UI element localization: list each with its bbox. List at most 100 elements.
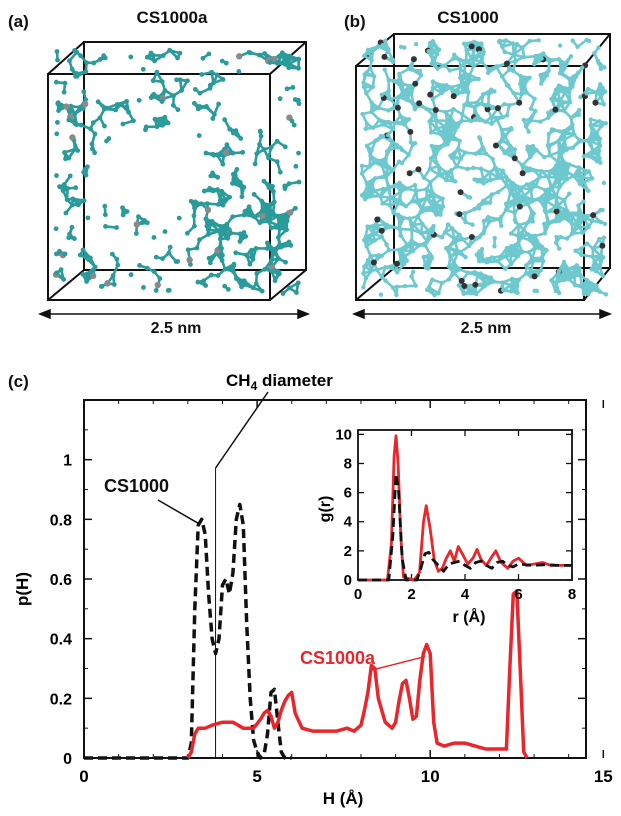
hetero-atom [222, 149, 230, 156]
carbon-atom [489, 88, 495, 93]
carbon-atom [289, 118, 295, 124]
carbon-atom [364, 244, 369, 249]
carbon-atom [495, 189, 501, 195]
series-cs1000a [186, 589, 529, 759]
carbon-atom [479, 59, 485, 65]
carbon-atom [549, 96, 554, 102]
carbon-atom [508, 189, 513, 194]
carbon-atom [428, 156, 434, 161]
carbon-atom [207, 186, 213, 191]
carbon-atom [541, 202, 546, 207]
carbon-atom [476, 76, 481, 82]
carbon-atom [478, 166, 484, 171]
carbon-atom [568, 54, 574, 59]
carbon-atom [101, 106, 107, 112]
carbon-atom [440, 204, 446, 209]
carbon-atom [508, 261, 514, 267]
cs1000-annotation: CS1000 [104, 476, 169, 496]
carbon-atom [371, 159, 377, 165]
carbon-atom [280, 291, 286, 296]
carbon-atom [599, 123, 604, 128]
carbon-atom [359, 193, 365, 198]
carbon-atom [110, 273, 116, 278]
carbon-atom [365, 238, 370, 244]
carbon-atom [238, 136, 244, 141]
carbon-atom [389, 138, 394, 143]
carbon-atom [520, 249, 525, 255]
hetero-atom [592, 99, 599, 106]
carbon-atom [434, 118, 439, 123]
carbon-atom [95, 99, 101, 105]
carbon-atom [486, 91, 491, 97]
carbon-atom [560, 145, 565, 151]
carbon-atom [268, 225, 274, 231]
carbon-atom [154, 69, 160, 75]
carbon-atom [562, 65, 567, 71]
carbon-atom [193, 202, 198, 208]
carbon-atom [151, 91, 157, 97]
carbon-atom [412, 183, 418, 188]
carbon-atom [271, 199, 277, 205]
carbon-atom [282, 186, 288, 192]
carbon-atom [516, 240, 521, 246]
carbon-atom [474, 291, 479, 297]
carbon-atom [589, 176, 595, 181]
carbon-atom [69, 224, 75, 230]
carbon-atom [545, 220, 550, 225]
hetero-atom [133, 221, 141, 228]
carbon-atom [512, 210, 517, 216]
carbon-atom [480, 257, 485, 262]
carbon-atom [195, 279, 201, 285]
carbon-atom [598, 94, 604, 99]
carbon-atom [259, 208, 265, 214]
carbon-atom [596, 45, 601, 50]
carbon-atom [514, 42, 520, 47]
carbon-atom [133, 231, 139, 236]
carbon-atom [269, 269, 275, 274]
carbon-atom [485, 214, 491, 220]
carbon-atom [454, 164, 459, 169]
carbon-atom [276, 242, 282, 248]
carbon-atom [394, 284, 400, 289]
carbon-atom [586, 154, 592, 159]
carbon-atom [385, 166, 390, 171]
carbon-atom [230, 171, 236, 177]
carbon-atom [207, 260, 213, 266]
carbon-atom [553, 288, 558, 294]
panel-c-letter: (c) [8, 372, 29, 391]
carbon-atom [72, 121, 78, 127]
hetero-atom [63, 103, 70, 110]
carbon-atom [246, 204, 252, 210]
hetero-atom [259, 212, 266, 220]
carbon-atom [400, 248, 405, 253]
carbon-atom [500, 115, 505, 120]
carbon-atom [217, 197, 223, 203]
carbon-atom [447, 68, 453, 73]
carbon-atom [555, 216, 561, 221]
carbon-atom [90, 120, 96, 126]
carbon-atom [364, 180, 369, 186]
carbon-atom [375, 137, 380, 143]
carbon-atom [102, 123, 107, 129]
carbon-atom [500, 168, 506, 173]
carbon-atom [480, 92, 486, 97]
carbon-atom [442, 84, 448, 89]
carbon-atom [264, 206, 269, 212]
carbon-atom [274, 138, 280, 144]
carbon-atom [493, 166, 499, 171]
carbon-atom [228, 230, 234, 236]
carbon-atom [83, 97, 89, 102]
carbon-atom [254, 270, 260, 276]
carbon-atom [188, 198, 194, 204]
carbon-atom [448, 85, 453, 90]
carbon-atom [364, 143, 370, 149]
simulation-box-a [47, 41, 307, 301]
carbon-atom [103, 223, 108, 229]
carbon-atom [557, 184, 562, 189]
carbon-atom [570, 122, 575, 127]
y-tick-label: 0.4 [50, 632, 72, 649]
carbon-atom [543, 210, 549, 215]
carbon-atom [222, 117, 228, 123]
carbon-atom [510, 41, 516, 46]
carbon-atom [484, 260, 489, 265]
